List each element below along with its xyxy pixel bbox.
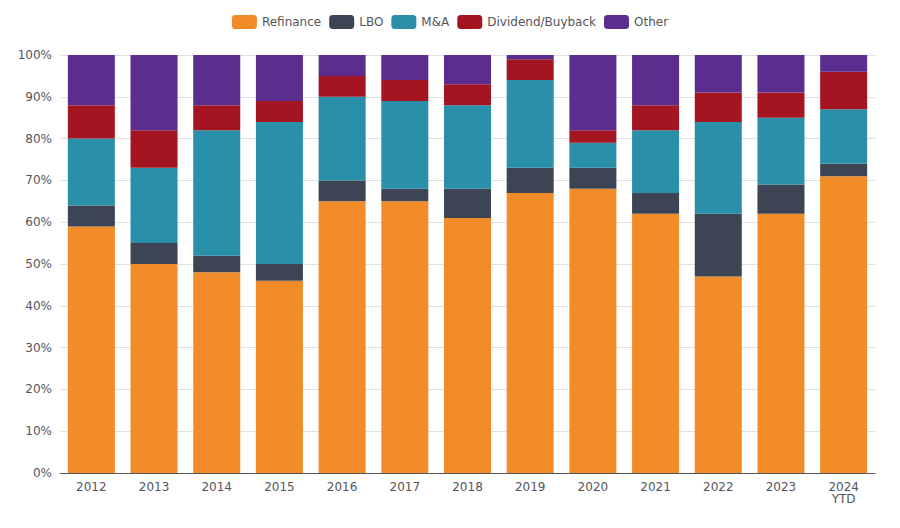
- svg-text:0%: 0%: [33, 466, 52, 480]
- svg-text:20%: 20%: [25, 382, 52, 396]
- svg-text:30%: 30%: [25, 341, 52, 355]
- svg-text:2014: 2014: [201, 480, 232, 494]
- svg-text:2023: 2023: [766, 480, 797, 494]
- svg-text:2020: 2020: [578, 480, 609, 494]
- svg-text:80%: 80%: [25, 132, 52, 146]
- svg-text:2021: 2021: [640, 480, 671, 494]
- svg-text:2018: 2018: [452, 480, 483, 494]
- svg-text:M&A: M&A: [421, 15, 450, 29]
- svg-text:70%: 70%: [25, 173, 52, 187]
- svg-text:Refinance: Refinance: [262, 15, 321, 29]
- svg-text:2024: 2024: [828, 480, 859, 494]
- svg-text:60%: 60%: [25, 215, 52, 229]
- svg-text:40%: 40%: [25, 299, 52, 313]
- svg-text:2017: 2017: [390, 480, 421, 494]
- svg-text:LBO: LBO: [359, 15, 383, 29]
- svg-text:2015: 2015: [264, 480, 295, 494]
- svg-text:YTD: YTD: [831, 492, 856, 506]
- svg-text:Dividend/Buyback: Dividend/Buyback: [487, 15, 596, 29]
- svg-text:10%: 10%: [25, 424, 52, 438]
- svg-text:2019: 2019: [515, 480, 546, 494]
- svg-text:2013: 2013: [139, 480, 170, 494]
- svg-text:2016: 2016: [327, 480, 358, 494]
- svg-text:Other: Other: [634, 15, 668, 29]
- svg-text:90%: 90%: [25, 90, 52, 104]
- svg-text:50%: 50%: [25, 257, 52, 271]
- svg-text:100%: 100%: [18, 48, 52, 62]
- svg-text:2012: 2012: [76, 480, 107, 494]
- svg-text:2022: 2022: [703, 480, 734, 494]
